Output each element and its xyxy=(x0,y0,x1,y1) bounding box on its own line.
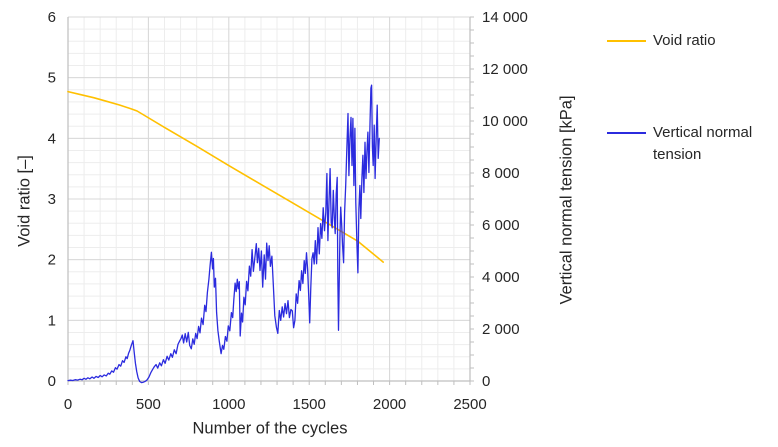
left-axis-tick-label: 4 xyxy=(48,130,56,147)
legend-label-vertical-normal-tension: Vertical normal tension xyxy=(653,124,753,163)
series xyxy=(67,84,385,384)
right-axis-tick-label: 12 000 xyxy=(482,61,528,78)
right-axis-tick-label: 10 000 xyxy=(482,113,528,130)
x-axis-tick-label: 500 xyxy=(136,396,161,413)
major-grid xyxy=(68,16,470,381)
left-axis-tick-label: 0 xyxy=(48,373,56,390)
legend-item-void-ratio: Void ratio xyxy=(607,30,773,52)
right-axis-tick-label: 4 000 xyxy=(482,269,520,286)
legend-item-vertical-normal-tension: Vertical normal tension xyxy=(607,122,773,166)
right-axis-tick-label: 2 000 xyxy=(482,321,520,338)
right-axis-tick-label: 6 000 xyxy=(482,217,520,234)
left-axis-tick-label: 2 xyxy=(48,252,56,269)
series-line-void-ratio xyxy=(67,90,385,263)
left-axis-tick-label: 5 xyxy=(48,70,56,87)
x-axis-tick-label: 1500 xyxy=(293,396,326,413)
legend-line-void-ratio xyxy=(607,40,646,42)
x-axis-title: Number of the cycles xyxy=(192,419,348,438)
tick-labels: 0 500 1000 1500 2000 2500 0 1 2 3 4 5 6 0 2 000 4 000 6 … xyxy=(48,9,528,413)
left-axis-tick-label: 3 xyxy=(48,191,56,208)
legend-label-void-ratio: Void ratio xyxy=(653,32,716,49)
right-axis-title: Vertical normal tension [kPa] xyxy=(557,95,576,305)
right-axis-tick-label: 14 000 xyxy=(482,9,528,26)
right-axis-tick-label: 0 xyxy=(482,373,490,390)
left-axis-tick-label: 6 xyxy=(48,9,56,26)
x-axis-tick-label: 1000 xyxy=(212,396,245,413)
series-line-vertical-normal-tension xyxy=(67,84,380,384)
tick-marks xyxy=(67,16,474,385)
left-axis-title: Void ratio [–] xyxy=(15,155,34,247)
legend-line-vertical-normal-tension xyxy=(607,132,646,134)
x-axis-tick-label: 2500 xyxy=(453,396,486,413)
right-axis-tick-label: 8 000 xyxy=(482,165,520,182)
x-axis-tick-label: 2000 xyxy=(373,396,406,413)
left-axis-tick-label: 1 xyxy=(48,312,56,329)
x-axis-tick-label: 0 xyxy=(64,396,72,413)
